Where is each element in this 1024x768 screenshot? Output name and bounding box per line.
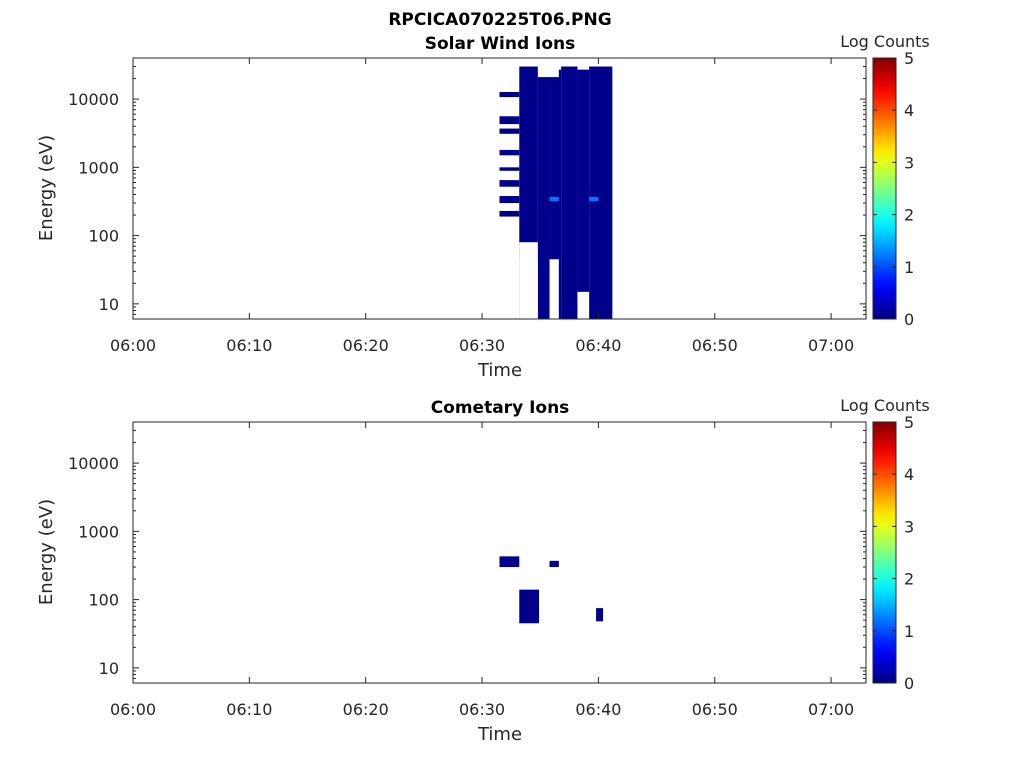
colorbar-frame <box>872 57 897 320</box>
x-tick-label: 06:00 <box>110 700 156 719</box>
x-tick-label: 06:30 <box>459 700 505 719</box>
colorbar-tick-label: 2 <box>904 570 914 589</box>
x-tick-label: 06:10 <box>226 336 272 355</box>
heatmap-cell <box>596 608 604 622</box>
colorbar-gradient <box>873 422 896 683</box>
axes-frame <box>132 57 867 320</box>
heatmap-cell <box>499 167 520 171</box>
heatmap-gap <box>549 66 559 78</box>
y-axis-label: Energy (eV) <box>36 499 57 605</box>
x-axis-label: Time <box>477 724 522 745</box>
y-tick-label: 10000 <box>68 454 119 473</box>
panel-title: Cometary Ions <box>431 398 570 418</box>
colorbar-tick-label: 1 <box>904 622 914 641</box>
colorbar-tick-label: 4 <box>904 101 914 120</box>
heatmap-cell <box>499 196 520 204</box>
heatmap-cell <box>549 196 559 202</box>
x-axis: 06:00 06:10 06:20 06:30 06:40 06:50 07:00 <box>110 58 854 355</box>
heatmap-cell <box>499 116 520 125</box>
heatmap-cell <box>561 66 578 319</box>
heatmap-cell <box>537 69 550 319</box>
y-tick-label: 10000 <box>68 90 119 109</box>
colorbar-tick-label: 5 <box>904 49 914 68</box>
x-tick-label: 07:00 <box>808 336 854 355</box>
colorbar: 0 1 2 3 4 5 <box>872 413 914 693</box>
x-tick-label: 06:20 <box>343 700 389 719</box>
x-axis-label: Time <box>477 360 522 381</box>
heatmap-cell <box>519 589 540 624</box>
colorbar-tick-label: 5 <box>904 413 914 432</box>
x-tick-label: 06:50 <box>692 700 738 719</box>
x-tick-label: 06:10 <box>226 700 272 719</box>
x-tick-label: 06:50 <box>692 336 738 355</box>
heatmap-gap <box>577 291 590 319</box>
y-axis-label: Energy (eV) <box>36 135 57 241</box>
colorbar-tick-label: 3 <box>904 153 914 172</box>
plot-area <box>499 556 604 624</box>
heatmap-cell <box>499 556 520 568</box>
heatmap-cell <box>589 66 613 319</box>
solar-wind-ions-panel: Solar Wind Ions 06:00 06:10 06:20 06:30 06:4… <box>36 32 930 381</box>
x-tick-label: 06:00 <box>110 336 156 355</box>
x-tick-label: 07:00 <box>808 700 854 719</box>
colorbar: 0 1 2 3 4 5 <box>872 49 914 329</box>
colorbar-label: Log Counts <box>840 32 930 51</box>
heatmap-cell <box>499 180 520 187</box>
x-tick-label: 06:20 <box>343 336 389 355</box>
heatmap-cell <box>499 92 520 98</box>
y-tick-label: 100 <box>88 227 119 246</box>
colorbar-tick-label: 1 <box>904 258 914 277</box>
y-tick-label: 100 <box>88 591 119 610</box>
cometary-ions-panel: Cometary Ions 06:00 06:10 06:20 06:30 06:40 0… <box>36 396 930 745</box>
y-axis: 10 100 1000 10000 <box>68 57 866 320</box>
heatmap-cell <box>499 210 520 217</box>
colorbar-tick-label: 0 <box>904 310 914 329</box>
axes-frame <box>132 421 867 684</box>
colorbar-tick-label: 0 <box>904 674 914 693</box>
heatmap-cell <box>499 128 520 134</box>
figure-title: RPCICA070225T06.PNG <box>388 10 611 30</box>
panel-title: Solar Wind Ions <box>425 34 576 54</box>
y-tick-label: 1000 <box>78 522 119 541</box>
heatmap-cell <box>577 69 590 319</box>
colorbar-tick-label: 4 <box>904 465 914 484</box>
heatmap-gap <box>519 259 538 319</box>
colorbar-tick-label: 2 <box>904 206 914 225</box>
y-tick-label: 1000 <box>78 158 119 177</box>
heatmap-cell <box>549 560 559 568</box>
y-axis: 10 100 1000 10000 <box>68 421 866 684</box>
plot-area <box>499 66 613 319</box>
heatmap-gap <box>549 259 559 319</box>
colorbar-frame <box>872 421 897 684</box>
heatmap-gap <box>537 66 550 78</box>
x-axis: 06:00 06:10 06:20 06:30 06:40 06:50 07:00 <box>110 422 854 719</box>
x-tick-label: 06:30 <box>459 336 505 355</box>
x-tick-label: 06:40 <box>575 336 621 355</box>
colorbar-gradient <box>873 58 896 319</box>
y-tick-label: 10 <box>99 659 119 678</box>
heatmap-cell <box>499 149 520 156</box>
heatmap-cell <box>549 69 562 319</box>
x-tick-label: 06:40 <box>575 700 621 719</box>
heatmap-cell <box>589 196 599 202</box>
colorbar-tick-label: 3 <box>904 517 914 536</box>
y-tick-label: 10 <box>99 295 119 314</box>
colorbar-label: Log Counts <box>840 396 930 415</box>
